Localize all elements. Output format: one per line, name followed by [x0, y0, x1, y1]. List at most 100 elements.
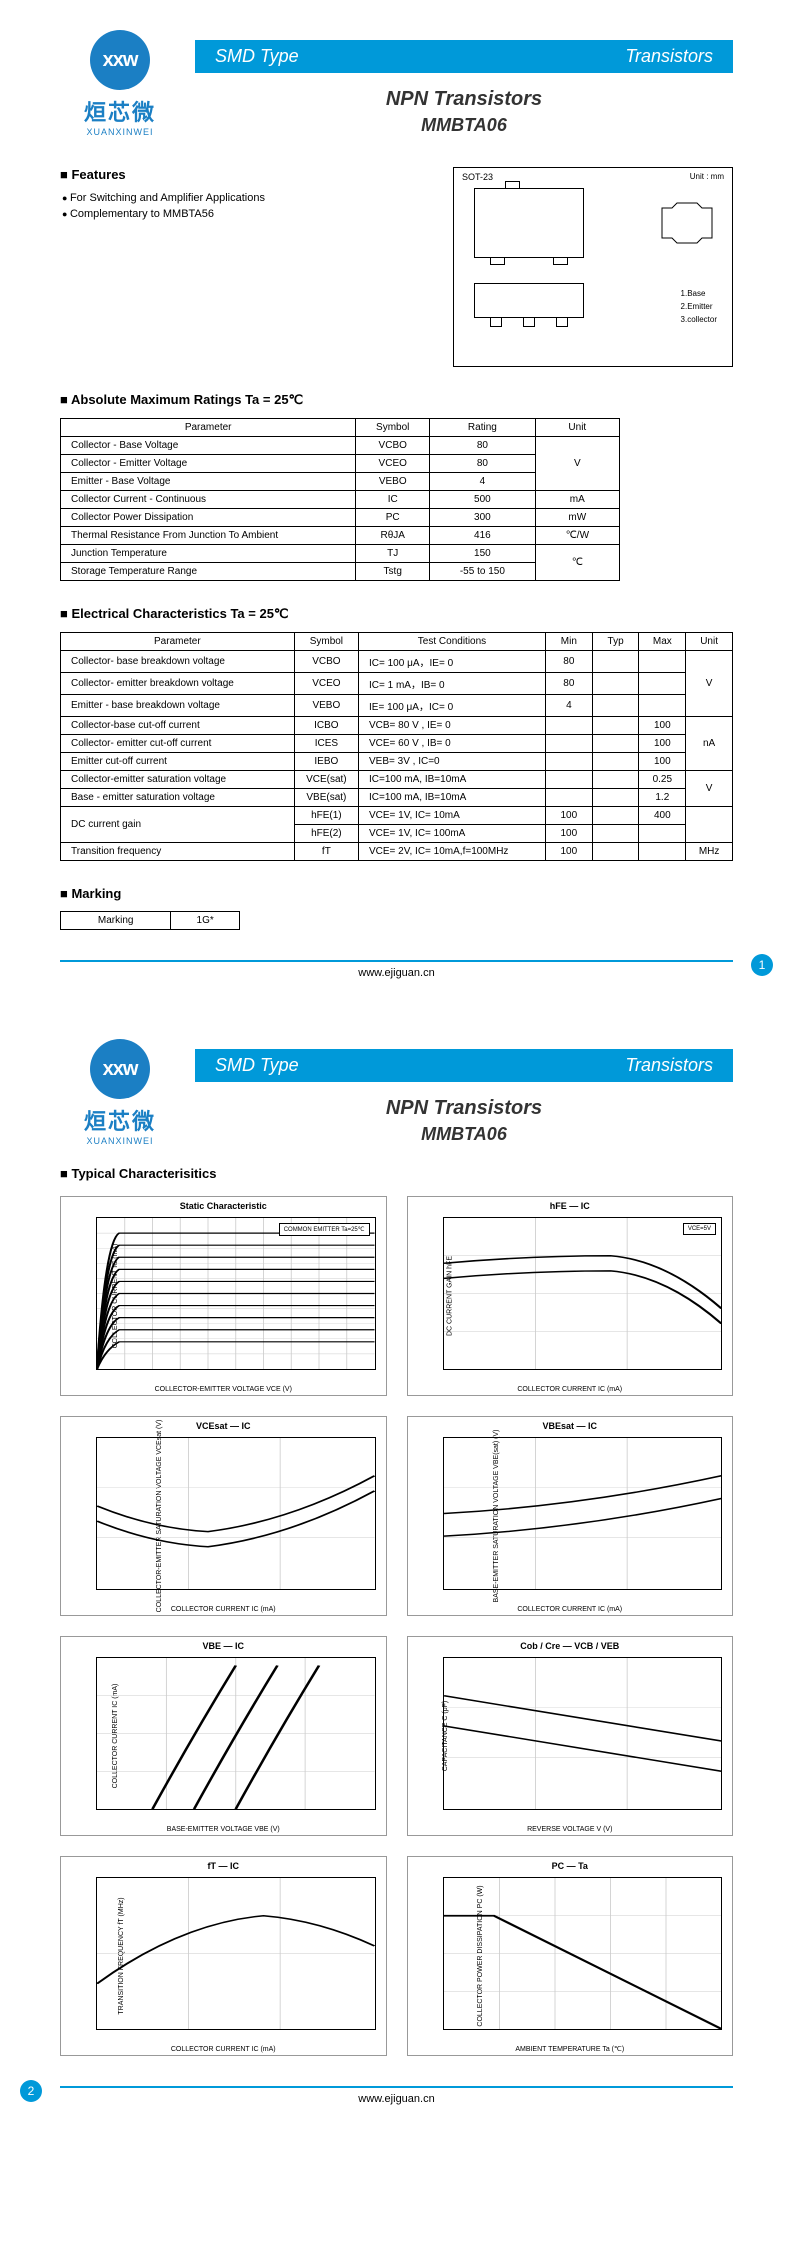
page-number-badge: 1: [751, 954, 773, 976]
marking-section: Marking Marking1G*: [60, 886, 733, 930]
elec-char-heading: Electrical Characteristics Ta = 25℃: [60, 606, 733, 622]
col-symbol: Symbol: [356, 419, 430, 437]
table-row: Collector-emitter saturation voltageVCE(…: [61, 771, 733, 789]
logo-section: xxw 烜芯微 XUANXINWEI: [60, 30, 180, 137]
table-row: Collector- emitter cut-off currentICESVC…: [61, 735, 733, 753]
chart-xlabel: REVERSE VOLTAGE V (V): [527, 1826, 612, 1833]
page-footer: www.ejiguan.cn 2: [60, 2086, 733, 2105]
package-unit-label: Unit : mm: [690, 172, 724, 181]
chart-plot-area: [443, 1437, 723, 1590]
elec-char-table: Parameter Symbol Test Conditions Min Typ…: [60, 632, 733, 861]
marking-table: Marking1G*: [60, 911, 240, 930]
col-unit: Unit: [535, 419, 619, 437]
abs-max-table: Parameter Symbol Rating Unit Collector -…: [60, 418, 620, 581]
main-title: NPN Transistors: [195, 1097, 733, 1120]
pin-1: 1.Base: [681, 288, 717, 301]
brand-chinese: 烜芯微: [60, 95, 180, 127]
features-block: Features For Switching and Amplifier App…: [60, 167, 433, 367]
feature-item: For Switching and Amplifier Applications: [60, 192, 433, 204]
table-row: Collector Current - ContinuousIC500mA: [61, 491, 620, 509]
table-row: Collector- base breakdown voltageVCBOIC=…: [61, 651, 733, 673]
footer-url: www.ejiguan.cn: [358, 2093, 434, 2105]
page-header: xxw 烜芯微 XUANXINWEI SMD Type Transistors …: [60, 1039, 733, 1146]
chart-legend-box: COMMON EMITTER Ta=25℃: [279, 1223, 370, 1236]
table-row: Base - emitter saturation voltageVBE(sat…: [61, 789, 733, 807]
brand-english: XUANXINWEI: [60, 127, 180, 137]
abs-max-section: Absolute Maximum Ratings Ta = 25℃ Parame…: [60, 392, 733, 581]
table-row: Collector Power DissipationPC300mW: [61, 509, 620, 527]
footer-url: www.ejiguan.cn: [358, 967, 434, 979]
table-header-row: Parameter Symbol Test Conditions Min Typ…: [61, 633, 733, 651]
header-blue-bar: SMD Type Transistors: [195, 40, 733, 73]
bar-right-text: Transistors: [625, 1055, 713, 1076]
table-row: Emitter - base breakdown voltageVEBOIE= …: [61, 695, 733, 717]
chart-xlabel: AMBIENT TEMPERATURE Ta (℃): [515, 2045, 624, 2053]
table-row: Junction TemperatureTJ150℃: [61, 545, 620, 563]
logo-circle: xxw: [90, 30, 150, 90]
table-header-row: Parameter Symbol Rating Unit: [61, 419, 620, 437]
marking-value-cell: 1G*: [171, 912, 240, 930]
chart-xlabel: COLLECTOR CURRENT IC (mA): [517, 1386, 622, 1393]
chart-plot-area: [443, 1657, 723, 1810]
sub-title: MMBTA06: [195, 1124, 733, 1145]
col-rating: Rating: [430, 419, 535, 437]
header-right: SMD Type Transistors NPN Transistors MMB…: [195, 1049, 733, 1145]
chart-title: fT — IC: [208, 1861, 240, 1871]
chart-xlabel: COLLECTOR CURRENT IC (mA): [517, 1606, 622, 1613]
page-footer: www.ejiguan.cn 1: [60, 960, 733, 979]
title-section: NPN Transistors MMBTA06: [195, 1097, 733, 1145]
table-row: Transition frequencyfTVCE= 2V, IC= 10mA,…: [61, 843, 733, 861]
chart-plot-area: [443, 1877, 723, 2030]
pkg-top-view: [474, 188, 584, 258]
chart-plot-area: [96, 1877, 376, 2030]
page-1: xxw 烜芯微 XUANXINWEI SMD Type Transistors …: [0, 0, 793, 1009]
typical-char-heading: Typical Characterisitics: [60, 1166, 733, 1181]
bar-left-text: SMD Type: [215, 46, 299, 67]
abs-max-heading: Absolute Maximum Ratings Ta = 25℃: [60, 392, 733, 408]
logo-text: xxw: [103, 49, 138, 72]
charts-section: Typical Characterisitics Static Characte…: [60, 1166, 733, 2056]
package-type-label: SOT-23: [462, 172, 493, 182]
chart-plot-area: [96, 1437, 376, 1590]
features-heading: Features: [60, 167, 433, 182]
logo-section: xxw 烜芯微 XUANXINWEI: [60, 1039, 180, 1146]
pin-2: 2.Emitter: [681, 301, 717, 314]
pkg-front-view: [474, 283, 584, 318]
chart-title: Cob / Cre — VCB / VEB: [520, 1641, 619, 1651]
chart-title: PC — Ta: [552, 1861, 588, 1871]
pin-labels: 1.Base 2.Emitter 3.collector: [681, 288, 717, 326]
package-diagram: SOT-23 Unit : mm 1.Base 2.Emitter 3.coll…: [453, 167, 733, 367]
main-title: NPN Transistors: [195, 88, 733, 111]
chart-vbesat: VBEsat — IC BASE-EMITTER SATURATION VOLT…: [407, 1416, 734, 1616]
features-row: Features For Switching and Amplifier App…: [60, 167, 733, 367]
elec-char-section: Electrical Characteristics Ta = 25℃ Para…: [60, 606, 733, 861]
feature-item: Complementary to MMBTA56: [60, 208, 433, 220]
chart-cob: Cob / Cre — VCB / VEB CAPACITANCE C (pF)…: [407, 1636, 734, 1836]
page-number-badge: 2: [20, 2080, 42, 2102]
marking-heading: Marking: [60, 886, 733, 901]
bar-right-text: Transistors: [625, 46, 713, 67]
bar-left-text: SMD Type: [215, 1055, 299, 1076]
brand-chinese: 烜芯微: [60, 1104, 180, 1136]
chart-xlabel: COLLECTOR CURRENT IC (mA): [171, 1606, 276, 1613]
table-row: Collector-base cut-off currentICBOVCB= 8…: [61, 717, 733, 735]
chart-title: VCEsat — IC: [196, 1421, 251, 1431]
chart-plot-area: [96, 1657, 376, 1810]
header-blue-bar: SMD Type Transistors: [195, 1049, 733, 1082]
chart-title: Static Characteristic: [180, 1201, 267, 1211]
table-row: Collector- emitter breakdown voltageVCEO…: [61, 673, 733, 695]
pin-3: 3.collector: [681, 314, 717, 327]
brand-english: XUANXINWEI: [60, 1136, 180, 1146]
pkg-side-view: [657, 188, 717, 258]
chart-title: VBEsat — IC: [542, 1421, 597, 1431]
chart-xlabel: COLLECTOR CURRENT IC (mA): [171, 2046, 276, 2053]
table-row: Emitter cut-off currentIEBOVEB= 3V , IC=…: [61, 753, 733, 771]
chart-plot-area: VCE=5V: [443, 1217, 723, 1370]
chart-title: hFE — IC: [550, 1201, 590, 1211]
chart-xlabel: COLLECTOR-EMITTER VOLTAGE VCE (V): [155, 1386, 292, 1393]
chart-vcesat: VCEsat — IC COLLECTOR-EMITTER SATURATION…: [60, 1416, 387, 1616]
chart-xlabel: BASE-EMITTER VOLTAGE VBE (V): [167, 1826, 280, 1833]
marking-label-cell: Marking: [61, 912, 171, 930]
table-row: Collector - Base VoltageVCBO80V: [61, 437, 620, 455]
page-2: xxw 烜芯微 XUANXINWEI SMD Type Transistors …: [0, 1009, 793, 2135]
